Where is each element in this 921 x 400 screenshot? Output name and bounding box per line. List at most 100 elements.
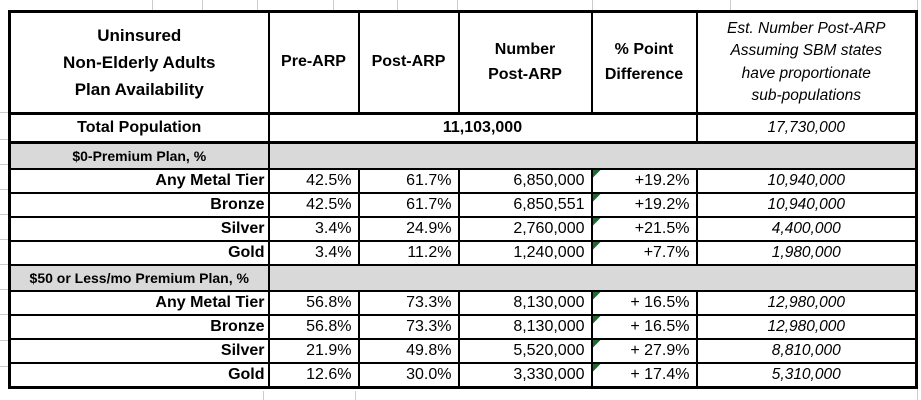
gridline xyxy=(263,391,264,400)
cell-est-number[interactable]: 10,940,000 xyxy=(695,192,918,218)
row-gold: Gold 12.6% 30.0% 3,330,000 + 17.4% 5,310… xyxy=(8,362,918,389)
gridline xyxy=(0,239,8,240)
cell-band-label[interactable]: $0-Premium Plan, % xyxy=(8,141,270,170)
cell-number-post-arp[interactable]: 8,130,000 xyxy=(457,314,593,340)
section-band-zero-premium: $0-Premium Plan, % xyxy=(8,141,918,170)
cell-est-number[interactable]: 12,980,000 xyxy=(695,314,918,340)
cell-est-number[interactable]: 5,310,000 xyxy=(695,362,918,389)
cell-post-arp[interactable]: 49.8% xyxy=(357,338,460,364)
cell-row-label[interactable]: Gold xyxy=(8,240,270,266)
cell-pct-point-difference[interactable]: + 27.9% xyxy=(590,338,698,364)
header-post-arp[interactable]: Post-ARP xyxy=(357,10,460,115)
cell-number-post-arp[interactable]: 6,850,551 xyxy=(457,192,593,218)
cell-pct-point-difference[interactable]: +19.2% xyxy=(590,192,698,218)
row-bronze: Bronze 56.8% 73.3% 8,130,000 + 16.5% 12,… xyxy=(8,314,918,340)
cell-error-indicator-icon xyxy=(593,195,601,202)
diff-value: +19.2% xyxy=(634,196,690,213)
gridline xyxy=(152,0,153,10)
cell-pre-arp[interactable]: 42.5% xyxy=(267,192,360,218)
cell-band-fill[interactable] xyxy=(267,141,918,170)
cell-total-label[interactable]: Total Population xyxy=(8,112,270,144)
cell-pct-point-difference[interactable]: +21.5% xyxy=(590,216,698,242)
gridline xyxy=(0,139,8,140)
cell-row-label[interactable]: Silver xyxy=(8,338,270,364)
cell-pre-arp[interactable]: 3.4% xyxy=(267,216,360,242)
cell-total-est[interactable]: 17,730,000 xyxy=(695,112,918,144)
cell-pct-point-difference[interactable]: +7.7% xyxy=(590,240,698,266)
row-bronze: Bronze 42.5% 61.7% 6,850,551 +19.2% 10,9… xyxy=(8,192,918,218)
gridline xyxy=(0,314,8,315)
header-row: Uninsured Non-Elderly Adults Plan Availa… xyxy=(8,10,918,115)
gridline xyxy=(355,391,356,400)
cell-number-post-arp[interactable]: 2,760,000 xyxy=(457,216,593,242)
gridline xyxy=(730,0,731,10)
gridline xyxy=(592,0,593,10)
gridline xyxy=(0,264,8,265)
cell-pre-arp[interactable]: 3.4% xyxy=(267,240,360,266)
gridline xyxy=(0,164,8,165)
cell-error-indicator-icon xyxy=(593,341,601,348)
cell-post-arp[interactable]: 73.3% xyxy=(357,290,460,316)
cell-band-label[interactable]: $50 or Less/mo Premium Plan, % xyxy=(8,264,270,292)
cell-pre-arp[interactable]: 56.8% xyxy=(267,290,360,316)
cell-est-number[interactable]: 8,810,000 xyxy=(695,338,918,364)
cell-number-post-arp[interactable]: 5,520,000 xyxy=(457,338,593,364)
section-band-fifty-or-less: $50 or Less/mo Premium Plan, % xyxy=(8,264,918,292)
cell-post-arp[interactable]: 61.7% xyxy=(357,168,460,194)
cell-post-arp[interactable]: 73.3% xyxy=(357,314,460,340)
diff-value: +21.5% xyxy=(634,220,690,237)
cell-est-number[interactable]: 4,400,000 xyxy=(695,216,918,242)
cell-post-arp[interactable]: 61.7% xyxy=(357,192,460,218)
diff-value: +7.7% xyxy=(643,244,690,261)
header-plan-availability[interactable]: Uninsured Non-Elderly Adults Plan Availa… xyxy=(8,10,270,115)
cell-pre-arp[interactable]: 42.5% xyxy=(267,168,360,194)
cell-row-label[interactable]: Any Metal Tier xyxy=(8,290,270,316)
cell-error-indicator-icon xyxy=(593,293,601,300)
diff-value: + 27.9% xyxy=(630,342,690,359)
cell-est-number[interactable]: 12,980,000 xyxy=(695,290,918,316)
cell-number-post-arp[interactable]: 3,330,000 xyxy=(457,362,593,389)
row-total-population: Total Population 11,103,000 17,730,000 xyxy=(8,112,918,144)
cell-row-label[interactable]: Any Metal Tier xyxy=(8,168,270,194)
cell-est-number[interactable]: 1,980,000 xyxy=(695,240,918,266)
gridline xyxy=(0,112,8,113)
cell-row-label[interactable]: Bronze xyxy=(8,314,270,340)
cell-error-indicator-icon xyxy=(593,364,601,372)
cell-row-label[interactable]: Gold xyxy=(8,362,270,389)
header-pre-arp[interactable]: Pre-ARP xyxy=(267,10,360,115)
cell-total-merged-value[interactable]: 11,103,000 xyxy=(267,112,698,144)
cell-number-post-arp[interactable]: 8,130,000 xyxy=(457,290,593,316)
gridline xyxy=(202,0,203,10)
cell-post-arp[interactable]: 24.9% xyxy=(357,216,460,242)
cell-post-arp[interactable]: 30.0% xyxy=(357,362,460,389)
gridline xyxy=(0,340,8,341)
cell-pre-arp[interactable]: 21.9% xyxy=(267,338,360,364)
cell-est-number[interactable]: 10,940,000 xyxy=(695,168,918,194)
cell-error-indicator-icon xyxy=(593,219,601,226)
gridline xyxy=(333,0,334,10)
diff-value: + 16.5% xyxy=(630,318,690,335)
cell-band-fill[interactable] xyxy=(267,264,918,292)
cell-pct-point-difference[interactable]: + 16.5% xyxy=(590,290,698,316)
cell-row-label[interactable]: Bronze xyxy=(8,192,270,218)
cell-pre-arp[interactable]: 56.8% xyxy=(267,314,360,340)
cell-pct-point-difference[interactable]: + 16.5% xyxy=(590,314,698,340)
diff-value: + 16.5% xyxy=(630,294,690,311)
gridline xyxy=(0,189,8,190)
header-est-number-post-arp[interactable]: Est. Number Post-ARP Assuming SBM states… xyxy=(695,10,918,115)
header-pct-point-difference[interactable]: % Point Difference xyxy=(590,10,698,115)
row-gold: Gold 3.4% 11.2% 1,240,000 +7.7% 1,980,00… xyxy=(8,240,918,266)
cell-row-label[interactable]: Silver xyxy=(8,216,270,242)
cell-number-post-arp[interactable]: 6,850,000 xyxy=(457,168,593,194)
arp-plan-availability-table: Uninsured Non-Elderly Adults Plan Availa… xyxy=(8,10,918,389)
cell-pre-arp[interactable]: 12.6% xyxy=(267,362,360,389)
gridline xyxy=(0,289,8,290)
gridline xyxy=(397,0,398,10)
cell-pct-point-difference[interactable]: + 17.4% xyxy=(590,362,698,389)
cell-pct-point-difference[interactable]: +19.2% xyxy=(590,168,698,194)
cell-number-post-arp[interactable]: 1,240,000 xyxy=(457,240,593,266)
diff-value: +19.2% xyxy=(634,172,690,189)
header-number-post-arp[interactable]: Number Post-ARP xyxy=(457,10,593,115)
cell-post-arp[interactable]: 11.2% xyxy=(357,240,460,266)
